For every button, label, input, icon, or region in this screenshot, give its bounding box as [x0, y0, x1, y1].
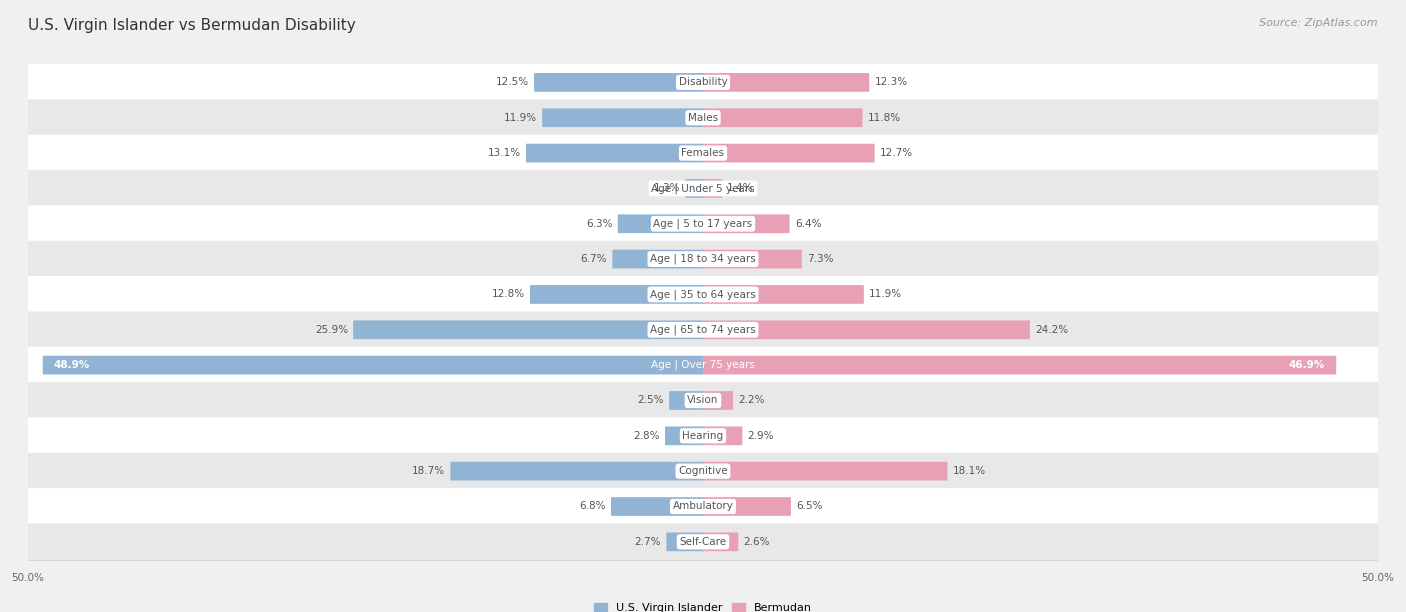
FancyBboxPatch shape: [665, 427, 703, 445]
Text: Source: ZipAtlas.com: Source: ZipAtlas.com: [1260, 18, 1378, 28]
Text: 6.3%: 6.3%: [586, 218, 613, 229]
FancyBboxPatch shape: [612, 497, 703, 516]
FancyBboxPatch shape: [703, 356, 1336, 375]
FancyBboxPatch shape: [28, 523, 1378, 560]
Text: 6.7%: 6.7%: [581, 254, 607, 264]
Text: Age | 65 to 74 years: Age | 65 to 74 years: [650, 324, 756, 335]
Text: 6.8%: 6.8%: [579, 501, 606, 512]
Text: 6.4%: 6.4%: [794, 218, 821, 229]
Text: 2.6%: 2.6%: [744, 537, 770, 547]
Text: 12.7%: 12.7%: [880, 148, 912, 158]
FancyBboxPatch shape: [703, 427, 742, 445]
Text: 7.3%: 7.3%: [807, 254, 834, 264]
Text: 2.8%: 2.8%: [633, 431, 659, 441]
Text: 1.4%: 1.4%: [727, 184, 754, 193]
FancyBboxPatch shape: [669, 391, 703, 410]
FancyBboxPatch shape: [28, 206, 1378, 242]
Text: Females: Females: [682, 148, 724, 158]
FancyBboxPatch shape: [703, 497, 792, 516]
Text: 25.9%: 25.9%: [315, 325, 349, 335]
Text: Ambulatory: Ambulatory: [672, 501, 734, 512]
FancyBboxPatch shape: [703, 250, 801, 269]
FancyBboxPatch shape: [28, 241, 1378, 277]
FancyBboxPatch shape: [28, 99, 1378, 136]
Text: Disability: Disability: [679, 77, 727, 88]
Text: 2.5%: 2.5%: [637, 395, 664, 406]
Text: Age | 5 to 17 years: Age | 5 to 17 years: [654, 218, 752, 229]
FancyBboxPatch shape: [28, 417, 1378, 454]
FancyBboxPatch shape: [28, 453, 1378, 490]
Text: Age | Under 5 years: Age | Under 5 years: [651, 183, 755, 193]
Text: 11.8%: 11.8%: [868, 113, 901, 123]
Text: Vision: Vision: [688, 395, 718, 406]
Text: 12.3%: 12.3%: [875, 77, 907, 88]
FancyBboxPatch shape: [353, 321, 703, 339]
FancyBboxPatch shape: [530, 285, 703, 304]
FancyBboxPatch shape: [543, 108, 703, 127]
Text: Hearing: Hearing: [682, 431, 724, 441]
Text: 48.9%: 48.9%: [53, 360, 90, 370]
FancyBboxPatch shape: [685, 179, 703, 198]
Text: Age | 18 to 34 years: Age | 18 to 34 years: [650, 254, 756, 264]
Text: 12.8%: 12.8%: [492, 289, 524, 299]
Text: 11.9%: 11.9%: [869, 289, 903, 299]
FancyBboxPatch shape: [28, 488, 1378, 525]
FancyBboxPatch shape: [703, 391, 733, 410]
FancyBboxPatch shape: [28, 347, 1378, 384]
FancyBboxPatch shape: [28, 64, 1378, 101]
Text: U.S. Virgin Islander vs Bermudan Disability: U.S. Virgin Islander vs Bermudan Disabil…: [28, 18, 356, 34]
Text: 18.1%: 18.1%: [953, 466, 986, 476]
FancyBboxPatch shape: [703, 321, 1029, 339]
FancyBboxPatch shape: [526, 144, 703, 162]
Text: 46.9%: 46.9%: [1289, 360, 1326, 370]
Text: Age | Over 75 years: Age | Over 75 years: [651, 360, 755, 370]
FancyBboxPatch shape: [28, 135, 1378, 171]
Text: 13.1%: 13.1%: [488, 148, 520, 158]
Text: 18.7%: 18.7%: [412, 466, 446, 476]
Text: Cognitive: Cognitive: [678, 466, 728, 476]
FancyBboxPatch shape: [28, 382, 1378, 419]
FancyBboxPatch shape: [28, 170, 1378, 207]
Legend: U.S. Virgin Islander, Bermudan: U.S. Virgin Islander, Bermudan: [589, 599, 817, 612]
Text: 2.9%: 2.9%: [748, 431, 775, 441]
Text: Age | 35 to 64 years: Age | 35 to 64 years: [650, 289, 756, 300]
Text: 24.2%: 24.2%: [1035, 325, 1069, 335]
Text: 2.7%: 2.7%: [634, 537, 661, 547]
FancyBboxPatch shape: [703, 214, 790, 233]
FancyBboxPatch shape: [42, 356, 703, 375]
FancyBboxPatch shape: [666, 532, 703, 551]
FancyBboxPatch shape: [703, 108, 862, 127]
FancyBboxPatch shape: [450, 462, 703, 480]
FancyBboxPatch shape: [28, 312, 1378, 348]
Text: 12.5%: 12.5%: [496, 77, 529, 88]
FancyBboxPatch shape: [703, 73, 869, 92]
FancyBboxPatch shape: [703, 532, 738, 551]
Text: 11.9%: 11.9%: [503, 113, 537, 123]
Text: 6.5%: 6.5%: [796, 501, 823, 512]
FancyBboxPatch shape: [703, 285, 863, 304]
Text: Males: Males: [688, 113, 718, 123]
FancyBboxPatch shape: [613, 250, 703, 269]
FancyBboxPatch shape: [617, 214, 703, 233]
FancyBboxPatch shape: [703, 179, 723, 198]
FancyBboxPatch shape: [703, 462, 948, 480]
FancyBboxPatch shape: [703, 144, 875, 162]
Text: Self-Care: Self-Care: [679, 537, 727, 547]
Text: 1.3%: 1.3%: [654, 184, 681, 193]
FancyBboxPatch shape: [28, 276, 1378, 313]
FancyBboxPatch shape: [534, 73, 703, 92]
Text: 2.2%: 2.2%: [738, 395, 765, 406]
